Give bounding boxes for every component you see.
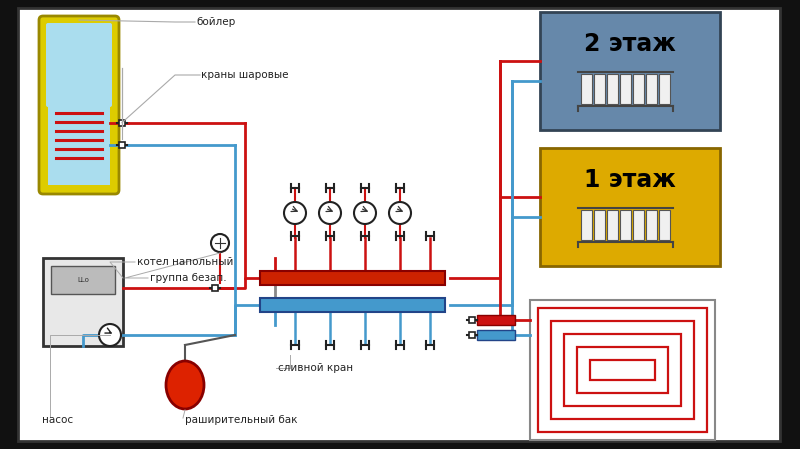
Bar	[620, 74, 631, 104]
Circle shape	[354, 202, 376, 224]
Bar	[212, 285, 218, 291]
Bar	[607, 210, 618, 240]
Text: котел напольный: котел напольный	[137, 257, 234, 267]
Bar	[540, 148, 720, 266]
Bar	[540, 12, 720, 130]
Circle shape	[319, 202, 341, 224]
Bar	[659, 210, 670, 240]
Bar	[581, 74, 592, 104]
Bar	[51, 266, 115, 294]
FancyBboxPatch shape	[46, 23, 112, 107]
Bar	[659, 74, 670, 104]
Text: 2 этаж: 2 этаж	[584, 32, 676, 56]
Bar	[551, 321, 694, 419]
FancyBboxPatch shape	[39, 16, 119, 194]
Bar	[633, 210, 644, 240]
Text: LLo: LLo	[77, 277, 89, 283]
Text: 1 этаж: 1 этаж	[584, 168, 676, 192]
Bar	[581, 210, 592, 240]
Bar	[564, 334, 681, 406]
Bar	[620, 210, 631, 240]
Text: раширительный бак: раширительный бак	[185, 415, 298, 425]
Bar	[646, 210, 657, 240]
Circle shape	[389, 202, 411, 224]
Bar	[469, 332, 475, 338]
Bar	[577, 347, 668, 393]
Bar	[633, 74, 644, 104]
Bar	[538, 308, 707, 432]
Bar	[260, 298, 445, 312]
Ellipse shape	[166, 361, 204, 409]
Bar	[646, 74, 657, 104]
Text: насос: насос	[42, 415, 73, 425]
Circle shape	[211, 234, 229, 252]
Bar	[119, 142, 125, 148]
Bar	[48, 25, 110, 185]
Bar	[594, 74, 605, 104]
Bar	[119, 119, 125, 126]
Bar	[43, 258, 123, 346]
Circle shape	[284, 202, 306, 224]
Bar	[260, 271, 445, 285]
Text: сливной кран: сливной кран	[278, 363, 353, 373]
Circle shape	[99, 324, 121, 346]
Text: бойлер: бойлер	[196, 17, 235, 27]
Bar	[590, 360, 655, 380]
Bar	[477, 330, 515, 340]
Bar	[477, 315, 515, 325]
Bar	[594, 210, 605, 240]
Bar	[607, 74, 618, 104]
Bar	[469, 317, 475, 323]
Text: группа безап.: группа безап.	[150, 273, 226, 283]
Text: краны шаровые: краны шаровые	[201, 70, 289, 80]
Bar	[530, 300, 715, 440]
